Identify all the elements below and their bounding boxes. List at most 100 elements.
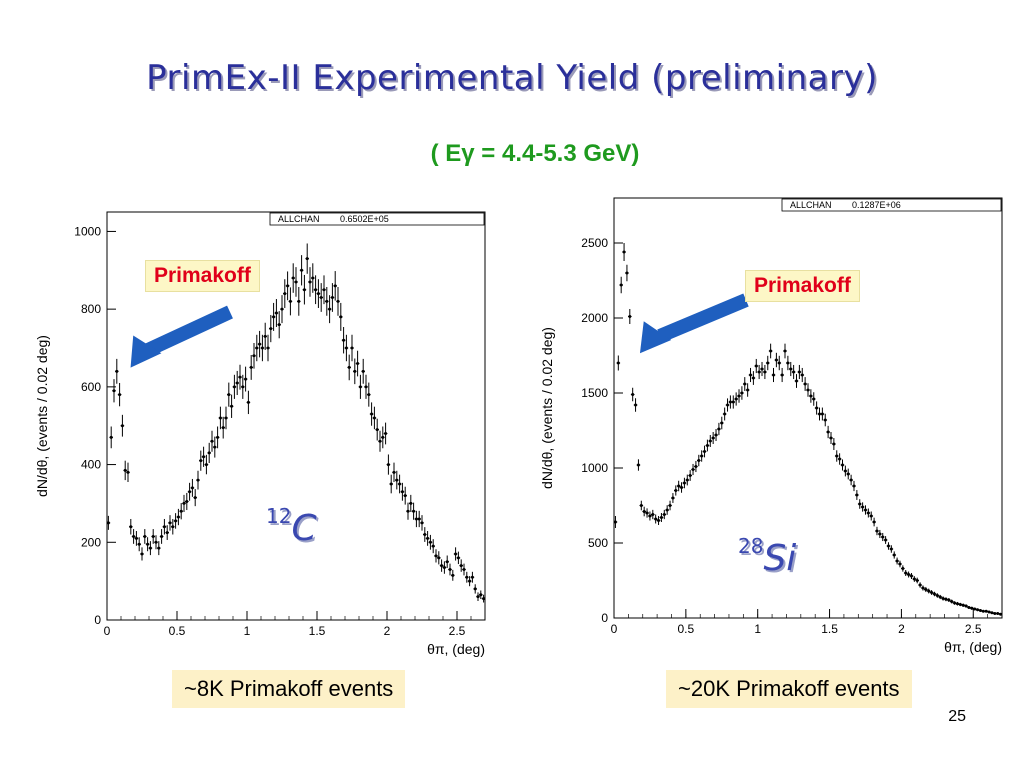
data-point <box>269 314 273 343</box>
left-primakoff-tag: Primakoff <box>145 260 260 292</box>
data-point <box>915 577 920 584</box>
data-point <box>648 511 652 521</box>
data-point <box>860 502 865 512</box>
data-point <box>682 477 687 489</box>
data-point <box>481 594 486 603</box>
data-point <box>224 406 228 430</box>
data-point <box>878 529 882 539</box>
data-point <box>467 576 472 587</box>
data-point <box>944 597 948 602</box>
data-point <box>218 406 223 430</box>
data-point <box>671 493 675 503</box>
data-point <box>274 299 279 328</box>
stats-value: 0.1287E+06 <box>852 200 901 210</box>
data-point <box>745 383 750 397</box>
data-point <box>777 355 782 371</box>
data-point <box>361 358 365 384</box>
x-tick-label: 2.5 <box>449 624 466 638</box>
data-point <box>855 490 859 500</box>
data-point <box>215 426 220 449</box>
data-point <box>645 508 649 518</box>
carbon-symbol: C <box>291 508 317 549</box>
data-point <box>679 482 684 493</box>
data-point <box>625 264 629 282</box>
data-point <box>462 563 466 576</box>
data-point <box>445 555 449 568</box>
data-point <box>912 576 917 582</box>
data-point <box>869 511 874 521</box>
x-axis-label: θπ, (deg) <box>944 639 1002 655</box>
data-point <box>451 569 455 581</box>
data-point <box>880 532 885 542</box>
data-point <box>921 585 925 591</box>
data-point <box>453 547 458 561</box>
data-point <box>330 283 335 312</box>
data-point <box>947 598 951 602</box>
data-point <box>768 343 773 359</box>
data-point <box>809 389 813 403</box>
data-point <box>148 541 153 556</box>
data-point <box>311 263 315 293</box>
data-point <box>260 334 265 362</box>
data-point <box>613 516 618 528</box>
data-point <box>685 474 690 486</box>
data-point <box>846 468 851 480</box>
data-point <box>470 571 475 583</box>
data-point <box>271 302 276 331</box>
data-point <box>820 407 825 421</box>
data-point <box>903 570 908 576</box>
data-point <box>734 392 738 406</box>
data-point <box>106 515 111 530</box>
data-point <box>955 601 960 606</box>
data-point <box>929 590 934 595</box>
data-point <box>719 416 724 430</box>
data-point <box>364 374 368 399</box>
data-point <box>972 607 977 611</box>
carbon-nucleus-label: 12C <box>266 504 317 549</box>
data-point <box>221 416 225 439</box>
data-point <box>131 529 136 544</box>
data-point <box>780 367 784 383</box>
data-point <box>970 606 974 610</box>
data-point <box>800 367 805 383</box>
data-point <box>751 371 756 385</box>
data-point <box>392 462 396 483</box>
data-point <box>179 503 183 520</box>
data-point <box>866 508 871 518</box>
data-point <box>926 588 931 594</box>
silicon-nucleus-label: 28Si <box>738 534 796 579</box>
stats-box: ALLCHAN 0.1287E+06 <box>781 198 1002 212</box>
data-point <box>757 364 761 380</box>
data-point <box>196 470 200 490</box>
data-point <box>901 565 905 572</box>
data-point <box>238 364 242 390</box>
data-point <box>783 343 787 359</box>
data-point <box>372 406 377 430</box>
x-tick-label: 1.5 <box>821 622 838 636</box>
data-point <box>696 454 701 467</box>
data-point <box>210 430 214 452</box>
data-point <box>115 358 119 384</box>
data-point <box>358 374 363 399</box>
data-point <box>266 334 270 362</box>
data-point <box>653 514 658 524</box>
data-point <box>771 367 776 383</box>
data-point <box>193 489 197 507</box>
data-point <box>941 596 945 601</box>
data-point <box>305 243 309 274</box>
data-point <box>852 480 856 492</box>
data-point <box>622 243 626 261</box>
data-point <box>725 398 730 412</box>
data-point <box>967 606 971 609</box>
data-point <box>109 426 113 449</box>
data-point <box>425 531 430 546</box>
y-tick-label: 0 <box>94 613 101 627</box>
x-tick-label: 2 <box>384 624 391 638</box>
data-point <box>849 474 853 486</box>
data-point <box>814 401 819 415</box>
data-point <box>437 551 441 565</box>
data-point <box>439 559 444 572</box>
data-point <box>353 358 357 385</box>
data-point <box>975 608 980 612</box>
data-point <box>722 407 727 421</box>
